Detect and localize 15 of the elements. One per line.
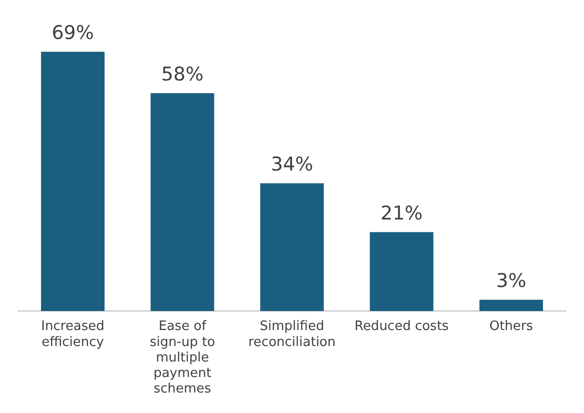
data-label: 3% [496,270,526,292]
data-label: 58% [161,64,204,86]
bar [370,232,434,311]
bar [150,93,214,311]
x-tick-label: Ease of sign-up to multiple payment schemes [150,319,216,397]
x-tick-label: Others [489,319,534,334]
bar [479,300,543,311]
bar [260,183,324,311]
x-tick-label: Reduced costs [354,319,449,334]
x-tick-label: Simplified reconciliation [248,319,336,350]
data-label: 21% [380,202,423,225]
bar [41,52,105,311]
x-tick-label: Increased efficiency [41,319,104,350]
data-label: 69% [52,22,94,44]
data-label: 34% [270,154,314,176]
